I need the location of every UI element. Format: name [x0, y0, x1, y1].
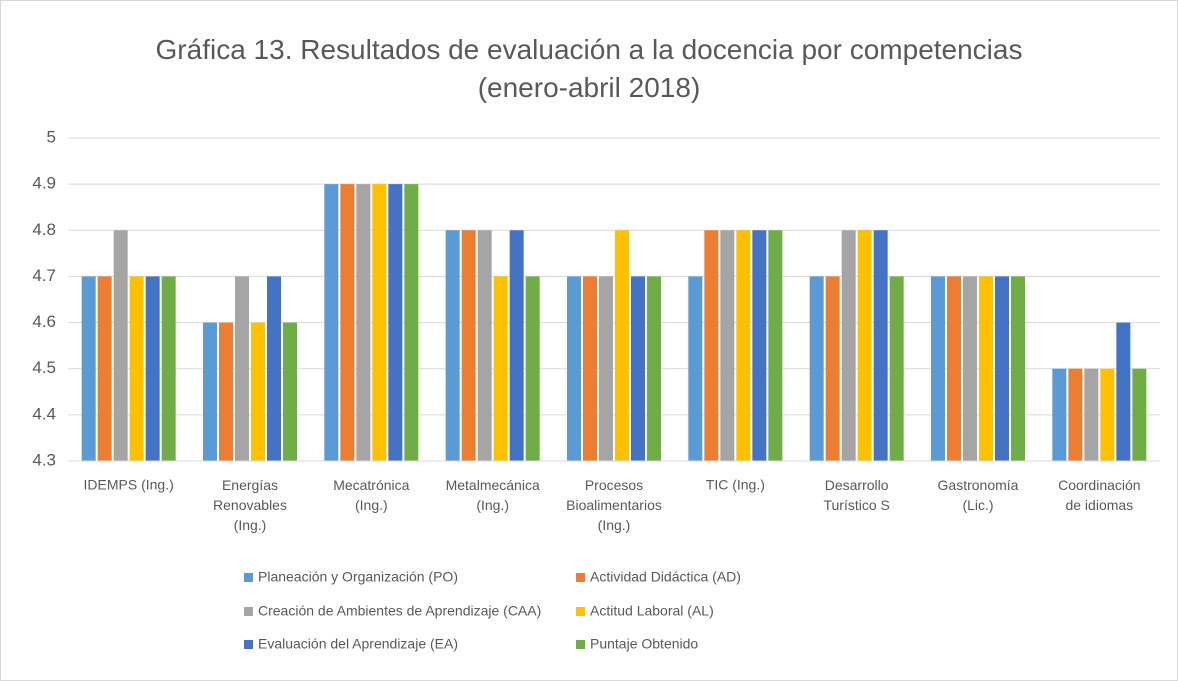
bar: [477, 230, 492, 461]
bar: [704, 230, 719, 461]
bar: [203, 322, 217, 461]
bar: [1068, 368, 1083, 461]
bar: [752, 230, 767, 461]
bar: [97, 276, 112, 461]
bar: [809, 276, 824, 461]
legend-swatch: [244, 573, 253, 582]
bar: [963, 276, 977, 461]
bar: [647, 276, 661, 461]
bar: [825, 276, 840, 461]
bar: [931, 276, 945, 461]
bar: [283, 322, 297, 461]
bar: [219, 322, 233, 461]
bar: [324, 184, 339, 461]
bar: [404, 184, 419, 461]
bar: [340, 184, 355, 461]
x-tick-label: Gastronomía (Lic.): [938, 477, 1019, 513]
bar: [509, 230, 524, 461]
x-tick-label: Procesos Bioalimentarios (Ing.): [566, 477, 662, 533]
bar: [720, 230, 735, 461]
bar: [445, 230, 460, 461]
y-tick-label: 4.4: [32, 404, 56, 423]
legend-label: Actitud Laboral (AL): [590, 603, 714, 619]
bar: [356, 184, 371, 461]
y-tick-label: 4.5: [32, 358, 56, 377]
legend-label: Evaluación del Aprendizaje (EA): [258, 636, 458, 652]
legend-label: Creación de Ambientes de Aprendizaje (CA…: [258, 603, 541, 619]
bar: [736, 230, 751, 461]
bar: [145, 276, 160, 461]
bar: [1011, 276, 1025, 461]
legend-label: Puntaje Obtenido: [590, 636, 698, 652]
bar: [615, 230, 629, 461]
bar: [1052, 368, 1067, 461]
bar: [388, 184, 403, 461]
y-tick-label: 4.3: [32, 450, 56, 469]
legend-swatch: [576, 573, 585, 582]
x-tick-label: Mecatrónica (Ing.): [333, 477, 409, 513]
x-tick-label: Desarrollo Turístico S: [823, 477, 889, 513]
bar: [583, 276, 597, 461]
bar: [873, 230, 888, 461]
bar: [113, 230, 128, 461]
bar: [768, 230, 783, 461]
chart-title: Gráfica 13. Resultados de evaluación a l…: [156, 34, 1023, 103]
x-tick-label: Energías Renovables (Ing.): [213, 477, 287, 533]
legend-swatch: [576, 640, 585, 649]
bar: [372, 184, 387, 461]
bar: [889, 276, 904, 461]
bar: [567, 276, 581, 461]
bar: [857, 230, 872, 461]
x-tick-label: Coordinación de idiomas: [1058, 477, 1141, 513]
bar: [841, 230, 856, 461]
legend-label: Actividad Didáctica (AD): [590, 569, 741, 585]
y-tick-label: 5: [47, 127, 56, 146]
bar: [995, 276, 1009, 461]
legend-swatch: [244, 607, 253, 616]
bar: [1084, 368, 1099, 461]
bar: [81, 276, 96, 461]
x-tick-label: Metalmecánica (Ing.): [446, 477, 540, 513]
y-tick-label: 4.8: [32, 220, 56, 239]
legend-label: Planeación y Organización (PO): [258, 569, 458, 585]
y-tick-label: 4.6: [32, 312, 56, 331]
x-tick-label: IDEMPS (Ing.): [84, 477, 174, 493]
bar: [235, 276, 249, 461]
bar: [1116, 322, 1131, 461]
bar: [631, 276, 645, 461]
bar: [979, 276, 993, 461]
bar: [251, 322, 265, 461]
bar: [525, 276, 540, 461]
bar: [1132, 368, 1147, 461]
bar: [1100, 368, 1115, 461]
bar: [161, 276, 176, 461]
bar: [461, 230, 476, 461]
bar: [947, 276, 961, 461]
bar: [493, 276, 508, 461]
legend-swatch: [244, 640, 253, 649]
bar: [688, 276, 703, 461]
bar: [599, 276, 613, 461]
bar: [267, 276, 281, 461]
y-tick-label: 4.7: [32, 266, 56, 285]
bar: [129, 276, 144, 461]
y-tick-label: 4.9: [32, 174, 56, 193]
legend-swatch: [576, 607, 585, 616]
x-tick-label: TIC (Ing.): [706, 477, 765, 493]
